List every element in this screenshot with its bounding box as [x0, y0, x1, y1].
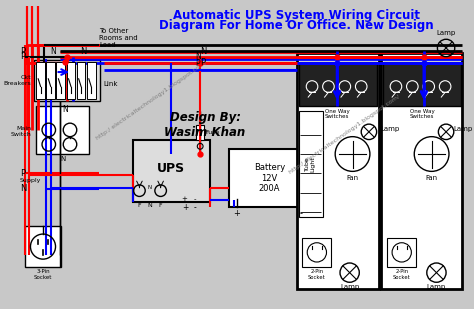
Bar [387, 238, 416, 267]
Text: -: - [194, 196, 197, 202]
Text: +: + [233, 209, 240, 218]
Bar [383, 62, 461, 106]
Text: One Way
Switches: One Way Switches [325, 109, 349, 120]
Text: Supply: Supply [20, 178, 41, 183]
Text: N: N [50, 47, 55, 56]
Text: 3-Pin
Socket: 3-Pin Socket [34, 269, 52, 280]
Bar [229, 149, 311, 207]
Text: +: + [182, 203, 189, 212]
Text: One Way
Switches: One Way Switches [410, 109, 434, 120]
Text: UPS: UPS [157, 162, 185, 175]
Text: Fan: Fan [346, 175, 359, 181]
Text: N: N [61, 156, 66, 162]
Text: -: - [300, 209, 303, 218]
Text: Lamp: Lamp [454, 126, 473, 132]
Text: P: P [195, 59, 200, 68]
Bar [87, 62, 96, 99]
Text: To Other
Rooms and
Load: To Other Rooms and Load [99, 28, 137, 48]
Bar [299, 62, 377, 106]
Bar [382, 53, 463, 289]
Text: 2-Pin
Socket: 2-Pin Socket [393, 269, 410, 280]
Text: N: N [62, 105, 68, 114]
Text: Fan: Fan [426, 175, 438, 181]
Bar [46, 62, 55, 99]
Text: Lamp: Lamp [427, 284, 446, 290]
Bar [123, 6, 465, 38]
Text: +: + [181, 196, 187, 202]
Bar [34, 61, 100, 101]
Bar [297, 53, 379, 289]
Text: Ckt
Breakers: Ckt Breakers [4, 75, 31, 86]
Text: F: F [159, 203, 163, 208]
Text: P: P [20, 52, 25, 61]
Bar [36, 106, 89, 154]
Text: Tube
Light: Tube Light [305, 156, 316, 171]
Text: N: N [148, 185, 152, 190]
Text: Design By:
Wasim Khan: Design By: Wasim Khan [164, 111, 246, 139]
Text: Battery
12V
200A: Battery 12V 200A [254, 163, 285, 193]
Text: Fuse: Fuse [205, 130, 219, 135]
Text: Lamp: Lamp [340, 284, 359, 290]
Bar [133, 140, 210, 202]
Bar [196, 125, 204, 140]
Text: -: - [194, 203, 197, 212]
Text: http:/ electricaltechnology1.blogspot.com/: http:/ electricaltechnology1.blogspot.co… [289, 94, 401, 175]
Bar [36, 62, 45, 99]
Bar [67, 62, 75, 99]
Bar [56, 62, 65, 99]
Bar [77, 62, 85, 99]
Text: Diagram For Home Or Office. New Design: Diagram For Home Or Office. New Design [159, 19, 434, 32]
Bar [25, 226, 61, 267]
Text: Automatic UPS System Wiring Circuit: Automatic UPS System Wiring Circuit [173, 9, 420, 22]
Text: http:/ electricaltechnology1.blogspot.com/: http:/ electricaltechnology1.blogspot.co… [96, 61, 209, 142]
Text: 2-Pin
Socket: 2-Pin Socket [308, 269, 326, 280]
Bar [302, 238, 331, 267]
Text: N: N [195, 52, 201, 61]
Text: P: P [200, 58, 205, 67]
Text: N: N [148, 203, 153, 208]
Text: N: N [20, 184, 26, 193]
Text: Lamp: Lamp [381, 126, 400, 132]
Text: Link: Link [104, 81, 118, 87]
Text: Main
Switch: Main Switch [11, 126, 31, 137]
Bar [299, 111, 323, 217]
Text: P: P [20, 169, 25, 178]
Text: F: F [137, 203, 141, 208]
Text: P: P [20, 47, 25, 56]
Text: N: N [200, 47, 207, 56]
Text: Lamp: Lamp [437, 30, 456, 36]
Text: N: N [80, 47, 86, 56]
